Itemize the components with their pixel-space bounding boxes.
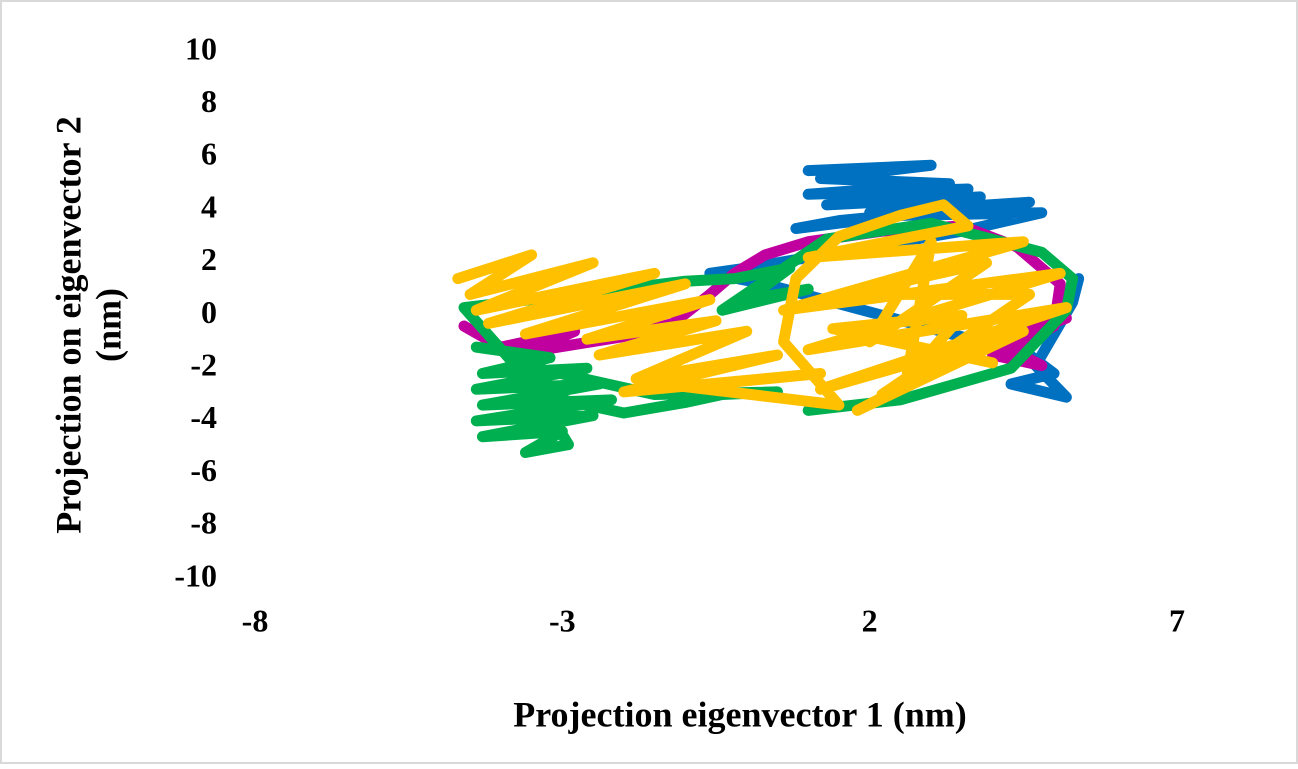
y-tick-label: 4 [201, 188, 217, 224]
y-tick-label: -2 [190, 347, 217, 383]
y-tick-label: -4 [190, 399, 217, 435]
y-tick-label: -10 [174, 557, 217, 593]
y-tick-label: 10 [185, 30, 217, 66]
x-axis-title: Projection eigenvector 1 (nm) [513, 694, 967, 734]
x-tick-label: 2 [862, 602, 878, 638]
y-tick-label: 6 [201, 136, 217, 172]
x-tick-label: 7 [1169, 602, 1185, 638]
y-tick-label: 0 [201, 294, 217, 330]
x-tick-label: -8 [242, 602, 269, 638]
data-line [452, 199, 1072, 416]
y-tick-label: 2 [201, 241, 217, 277]
y-tick-label: -8 [190, 505, 217, 541]
x-tick-label: -3 [549, 602, 576, 638]
y-axis-title-line: Projection on eigenvector 2 [48, 116, 88, 534]
y-axis-title: Projection on eigenvector 2 (nm) [48, 116, 128, 534]
y-axis-title-line: (nm) [88, 288, 128, 362]
plot-area [452, 159, 1085, 459]
y-tick-label: 8 [201, 83, 217, 119]
y-tick-label: -6 [190, 452, 217, 488]
